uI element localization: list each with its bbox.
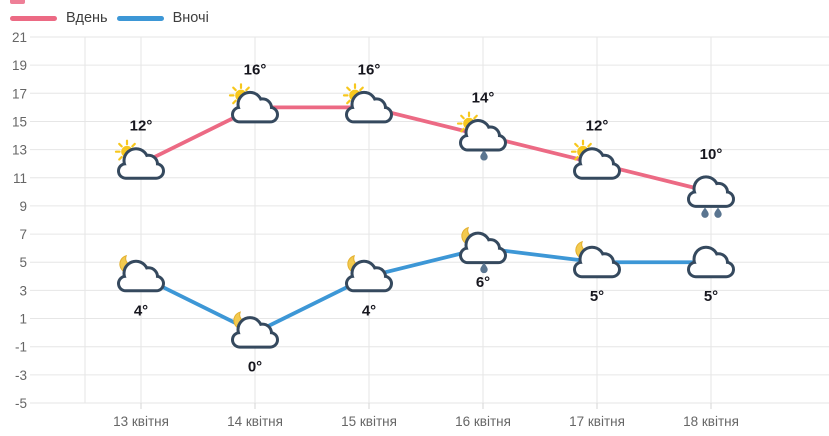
y-axis-label: 15 <box>12 114 27 129</box>
legend-item-day[interactable]: Вдень <box>10 8 108 29</box>
weather-moon-cloud-icon[interactable] <box>345 253 393 293</box>
temperature-label: 16° <box>244 61 267 78</box>
legend-label-night: Вночі <box>172 10 209 26</box>
weather-cloud-rain-2-icon[interactable] <box>687 175 735 218</box>
y-axis-label: 21 <box>12 30 27 45</box>
y-axis-label: 1 <box>19 312 27 327</box>
temperature-label: 5° <box>590 288 604 305</box>
temperature-label: 14° <box>472 90 495 107</box>
legend-swatch-night-icon <box>116 16 164 21</box>
temperature-label: 6° <box>476 274 490 291</box>
weather-sun-cloud-icon[interactable] <box>570 139 621 180</box>
y-axis-label: 9 <box>19 199 27 214</box>
temperature-label: 16° <box>358 61 381 78</box>
y-axis-label: 3 <box>19 283 27 298</box>
y-axis-label: 17 <box>12 86 27 101</box>
x-axis-label: 17 квітня <box>569 414 625 429</box>
x-axis-label: 16 квітня <box>455 414 511 429</box>
weather-moon-cloud-rain-icon[interactable] <box>459 225 507 274</box>
y-axis-label: -5 <box>15 396 27 411</box>
temperature-label: 10° <box>700 146 723 163</box>
weather-sun-cloud-icon[interactable] <box>114 139 165 180</box>
temperature-label: 12° <box>130 118 153 135</box>
legend-swatch-day-icon <box>10 16 57 21</box>
x-axis-label: 18 квітня <box>683 414 739 429</box>
legend-item-night[interactable]: Вночі <box>116 8 209 29</box>
y-axis-label: 5 <box>19 255 27 270</box>
y-axis-label: 19 <box>12 58 27 73</box>
temperature-label: 12° <box>586 118 609 135</box>
temperature-label: 4° <box>134 302 148 319</box>
weather-moon-cloud-icon[interactable] <box>117 253 165 293</box>
temperature-label: 5° <box>704 288 718 305</box>
y-axis-label: 11 <box>13 171 27 186</box>
weather-cloud-icon[interactable] <box>687 245 735 279</box>
x-axis-label: 14 квітня <box>227 414 283 429</box>
x-axis-label: 15 квітня <box>341 414 397 429</box>
weather-sun-cloud-icon[interactable] <box>342 83 393 124</box>
weather-sun-cloud-rain-icon[interactable] <box>456 111 507 161</box>
weather-moon-cloud-icon[interactable] <box>231 309 279 349</box>
weather-moon-cloud-icon[interactable] <box>573 239 621 279</box>
legend-label-day: Вдень <box>66 10 108 26</box>
y-axis-label: 7 <box>19 227 27 242</box>
raindrop-icon <box>701 207 709 218</box>
temperature-label: 4° <box>362 302 376 319</box>
temperature-label: 0° <box>248 359 262 376</box>
raindrop-icon <box>714 207 722 218</box>
decor-pink-fragment <box>10 0 25 4</box>
chart-legend: Вдень Вночі <box>10 8 209 29</box>
x-axis-label: 13 квітня <box>113 414 169 429</box>
y-axis-label: 13 <box>12 143 27 158</box>
raindrop-icon <box>480 150 488 161</box>
y-axis-label: -1 <box>15 340 27 355</box>
raindrop-icon <box>480 262 488 274</box>
y-axis-label: -3 <box>15 368 27 383</box>
weather-sun-cloud-icon[interactable] <box>228 83 279 124</box>
